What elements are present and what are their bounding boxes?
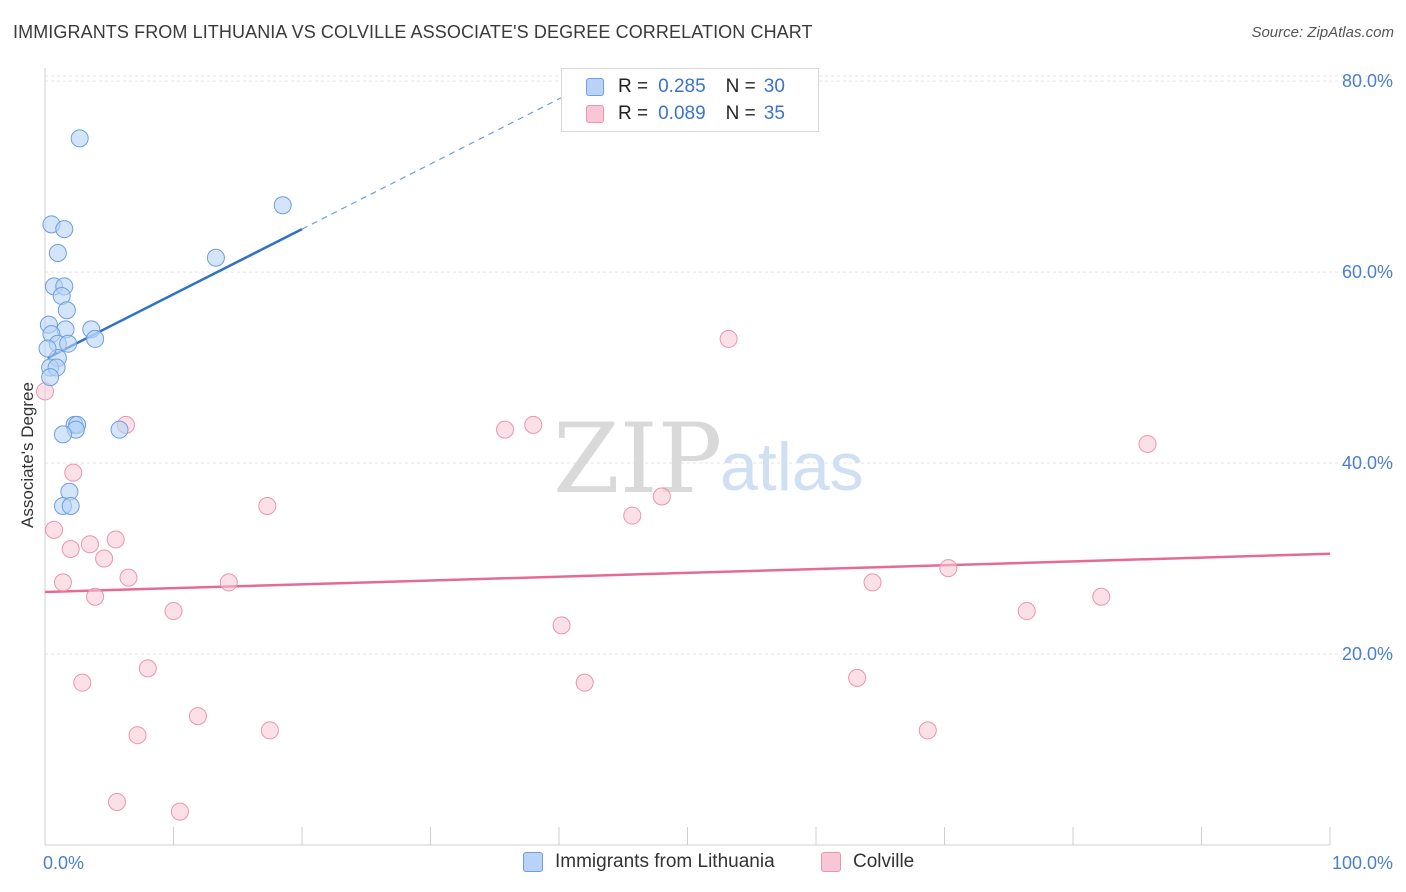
- bottom-legend-colville: Colville: [821, 851, 914, 873]
- x-tick-label-min: 0.0%: [43, 853, 84, 873]
- point-colville: [164, 602, 183, 621]
- bottom-legend-label-lithuania: Immigrants from Lithuania: [555, 851, 775, 872]
- point-lithuania: [57, 301, 76, 320]
- point-lithuania: [41, 368, 60, 387]
- point-colville: [719, 329, 738, 348]
- x-tick-label-max: 100.0%: [1332, 853, 1393, 873]
- point-lithuania: [48, 243, 67, 262]
- point-lithuania: [273, 196, 292, 215]
- point-colville: [652, 487, 671, 506]
- point-colville: [138, 659, 157, 678]
- legend-r-label: R =: [618, 103, 649, 124]
- point-colville: [188, 707, 207, 726]
- legend-n-label: N =: [725, 103, 756, 124]
- point-colville: [1017, 602, 1036, 621]
- source-credit: Source: ZipAtlas.com: [1251, 24, 1394, 41]
- axes: [44, 68, 1331, 846]
- point-colville: [53, 573, 72, 592]
- bottom-legend-swatch-colville: [821, 852, 841, 872]
- point-colville: [44, 520, 63, 539]
- legend-n-value: 30: [763, 76, 785, 97]
- trend-line-colville: [44, 552, 1331, 594]
- point-colville: [260, 721, 279, 740]
- point-lithuania: [110, 420, 129, 439]
- y-tick-label: 40.0%: [1342, 453, 1393, 473]
- point-colville: [80, 535, 99, 554]
- legend-swatch-lithuania: [586, 78, 604, 96]
- legend-n-label: N =: [725, 76, 756, 97]
- point-colville: [64, 463, 83, 482]
- bottom-legend-swatch-lithuania: [523, 852, 543, 872]
- point-lithuania: [38, 339, 57, 358]
- point-colville: [119, 568, 138, 587]
- watermark-atlas-text: atlas: [720, 429, 864, 505]
- point-colville: [623, 506, 642, 525]
- point-colville: [95, 549, 114, 568]
- point-lithuania: [59, 334, 78, 353]
- point-colville: [73, 673, 92, 692]
- point-colville: [258, 497, 277, 516]
- point-colville: [86, 587, 105, 606]
- point-colville: [575, 673, 594, 692]
- trend-lines: [44, 85, 1331, 594]
- legend-r-value: 0.285: [658, 76, 706, 97]
- point-colville: [61, 539, 80, 558]
- point-colville: [107, 793, 126, 812]
- point-lithuania: [206, 248, 225, 267]
- legend-swatch-colville: [586, 105, 604, 123]
- point-lithuania: [70, 129, 89, 148]
- legend-row-colville: R = 0.089 N = 35: [562, 101, 785, 127]
- point-colville: [939, 559, 958, 578]
- point-colville: [1092, 587, 1111, 606]
- bottom-legend-lithuania: Immigrants from Lithuania: [523, 851, 775, 873]
- point-colville: [552, 616, 571, 635]
- point-colville: [1138, 434, 1157, 453]
- stats-legend: R = 0.285 N = 30 R = 0.089 N = 35: [561, 68, 819, 132]
- point-colville: [219, 573, 238, 592]
- point-colville: [863, 573, 882, 592]
- point-lithuania: [53, 425, 72, 444]
- point-lithuania: [55, 220, 74, 239]
- point-lithuania: [86, 329, 105, 348]
- point-colville: [496, 420, 515, 439]
- point-lithuania: [61, 497, 80, 516]
- tick-labels: 20.0% 40.0% 60.0% 80.0% 0.0% 100.0%: [43, 71, 1393, 873]
- legend-r-label: R =: [618, 76, 649, 97]
- trend-line-lithuania: [47, 227, 303, 360]
- point-colville: [918, 721, 937, 740]
- legend-r-value: 0.089: [658, 103, 706, 124]
- point-colville: [128, 726, 147, 745]
- point-colville: [848, 668, 867, 687]
- bottom-legend-label-colville: Colville: [853, 851, 915, 872]
- legend-n-value: 35: [763, 103, 785, 124]
- point-colville: [106, 530, 125, 549]
- point-colville: [524, 415, 543, 434]
- y-tick-label: 60.0%: [1342, 262, 1393, 282]
- y-tick-label: 20.0%: [1342, 644, 1393, 664]
- y-tick-label: 80.0%: [1342, 71, 1393, 91]
- watermark-zip-text: ZIP: [553, 403, 722, 515]
- chart-title: IMMIGRANTS FROM LITHUANIA VS COLVILLE AS…: [13, 22, 813, 42]
- gridlines: [45, 75, 1392, 655]
- legend-row-lithuania: R = 0.285 N = 30: [562, 74, 785, 100]
- trend-line-lithuania-extension: [301, 85, 585, 230]
- data-points: [36, 129, 1157, 821]
- point-colville: [170, 802, 189, 821]
